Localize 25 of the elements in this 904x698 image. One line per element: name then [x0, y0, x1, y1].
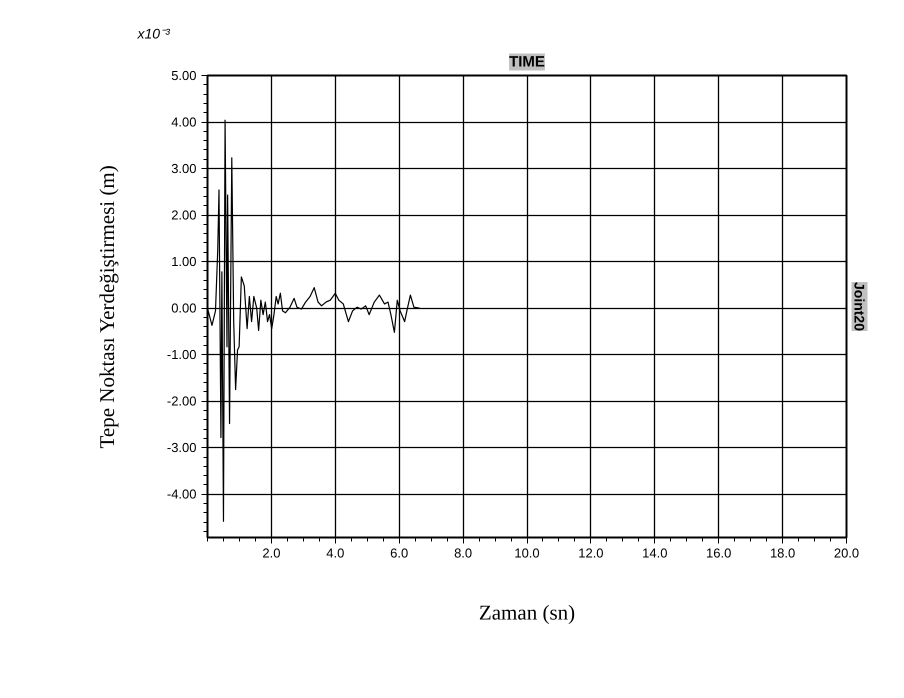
x-tick-label: 12.0 — [578, 546, 604, 560]
y-tick-label: 4.00 — [171, 114, 197, 130]
y-tick-label: -2.00 — [166, 394, 197, 409]
x-tick-label: 20.0 — [834, 546, 860, 560]
y2-axis-title: Joint20 — [852, 282, 868, 332]
x-tick-label: 18.0 — [770, 546, 796, 560]
y-tick-label: 3.00 — [171, 161, 197, 176]
x-tick-label: 10.0 — [514, 546, 540, 560]
x-tick-label: 6.0 — [390, 546, 408, 560]
y-tick-label: 2.00 — [171, 208, 197, 223]
y-tick-label: 0.00 — [171, 300, 197, 316]
y-tick-label: 1.00 — [171, 254, 197, 270]
y-tick-label: -4.00 — [166, 486, 197, 502]
x-axis-title: Zaman (sn) — [478, 600, 576, 624]
x-tick-label: 14.0 — [642, 546, 668, 560]
y-tick-label: 5.00 — [171, 68, 197, 83]
text: x10⁻³ — [136, 26, 170, 42]
y-tick-label: -3.00 — [166, 440, 197, 456]
y-axis-title: Tepe Noktası Yerdeğiştirmesi (m) — [94, 165, 119, 448]
y-tick-label: -1.00 — [166, 347, 197, 362]
x-tick-label: 16.0 — [706, 546, 732, 560]
x-tick-label: 8.0 — [454, 546, 472, 560]
x-tick-label: 4.0 — [326, 546, 344, 560]
x-tick-label: 2.0 — [262, 546, 280, 560]
chart-title: TIME — [509, 54, 545, 70]
